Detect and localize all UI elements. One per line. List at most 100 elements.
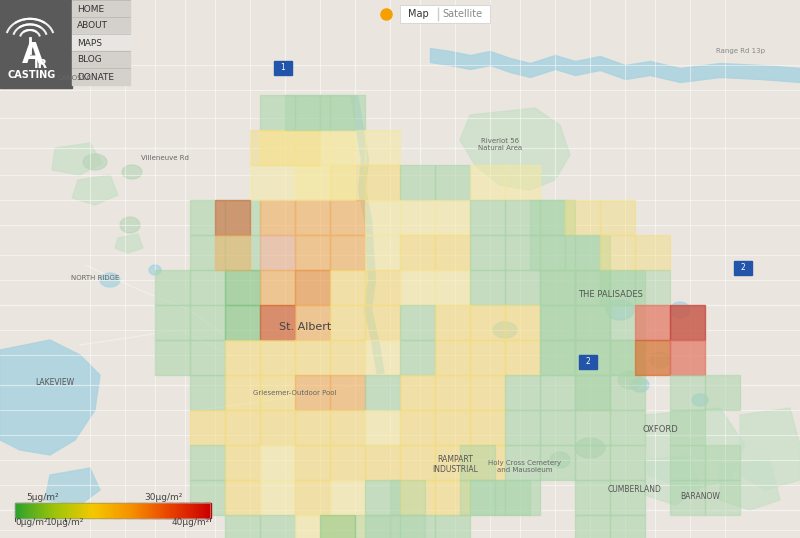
Bar [330, 480, 365, 515]
Bar [163, 503, 164, 518]
Bar [435, 165, 470, 200]
Bar [26, 503, 28, 518]
Bar [172, 503, 173, 518]
Bar [62, 503, 64, 518]
Bar [365, 270, 400, 305]
Bar [40, 503, 41, 518]
Bar [82, 503, 84, 518]
Bar [530, 200, 565, 235]
Bar [113, 503, 114, 518]
Bar [540, 305, 575, 340]
Bar [365, 340, 400, 375]
Polygon shape [606, 300, 634, 320]
Bar [470, 165, 505, 200]
Bar [260, 410, 295, 445]
Polygon shape [645, 455, 700, 505]
Bar [116, 503, 117, 518]
Bar [206, 503, 207, 518]
Text: 2: 2 [741, 263, 746, 272]
Bar [70, 503, 71, 518]
Bar [400, 5, 490, 23]
Bar [435, 270, 470, 305]
Bar [188, 503, 189, 518]
Bar [400, 480, 435, 515]
Bar [127, 503, 129, 518]
Bar [69, 503, 70, 518]
Bar [575, 375, 610, 410]
Bar [460, 480, 495, 515]
Bar [435, 445, 470, 480]
Bar [119, 503, 120, 518]
Bar [505, 235, 540, 270]
Bar [16, 503, 17, 518]
Bar [37, 503, 38, 518]
Bar [36, 503, 37, 518]
Bar [190, 503, 191, 518]
Bar [148, 503, 149, 518]
Bar [400, 410, 435, 445]
Bar [575, 270, 610, 305]
Bar [33, 503, 34, 518]
Bar [183, 503, 185, 518]
Bar [118, 503, 119, 518]
Bar [190, 410, 225, 445]
Bar [132, 503, 133, 518]
Bar [146, 503, 147, 518]
Bar [158, 503, 160, 518]
Bar [204, 503, 206, 518]
Bar [143, 503, 144, 518]
Bar [34, 503, 35, 518]
Bar [330, 130, 365, 165]
Bar [154, 503, 155, 518]
Bar [178, 503, 179, 518]
Polygon shape [115, 234, 143, 253]
Bar [400, 200, 435, 235]
Bar [203, 503, 205, 518]
Bar [670, 375, 705, 410]
Bar [365, 200, 400, 235]
Bar [200, 503, 202, 518]
Bar [83, 503, 85, 518]
Bar [77, 503, 78, 518]
Bar [72, 503, 74, 518]
Bar [610, 515, 645, 538]
Bar [295, 375, 330, 410]
Bar [225, 305, 260, 340]
Bar [114, 503, 115, 518]
Bar [154, 503, 156, 518]
Bar [670, 340, 705, 375]
Bar [225, 375, 260, 410]
Bar [96, 503, 98, 518]
Bar [98, 503, 99, 518]
Bar [66, 503, 67, 518]
Bar [43, 503, 44, 518]
Bar [86, 503, 87, 518]
Bar [22, 503, 24, 518]
Bar [295, 130, 330, 165]
Bar [142, 503, 143, 518]
Bar [122, 503, 123, 518]
Bar [610, 480, 645, 515]
Bar [43, 503, 45, 518]
Bar [460, 445, 495, 480]
Bar [42, 503, 43, 518]
Bar [579, 355, 597, 369]
Bar [156, 503, 158, 518]
Bar [152, 503, 154, 518]
Polygon shape [72, 175, 118, 205]
Bar [87, 503, 88, 518]
Bar [164, 503, 165, 518]
Bar [225, 410, 260, 445]
Bar [190, 340, 225, 375]
Bar [59, 503, 60, 518]
Bar [155, 270, 190, 305]
Bar [365, 410, 400, 445]
Polygon shape [122, 165, 142, 179]
Bar [190, 235, 225, 270]
Bar [182, 503, 184, 518]
Bar [190, 375, 225, 410]
Bar [82, 503, 83, 518]
Bar [201, 503, 202, 518]
Bar [225, 270, 260, 305]
Bar [330, 165, 365, 200]
